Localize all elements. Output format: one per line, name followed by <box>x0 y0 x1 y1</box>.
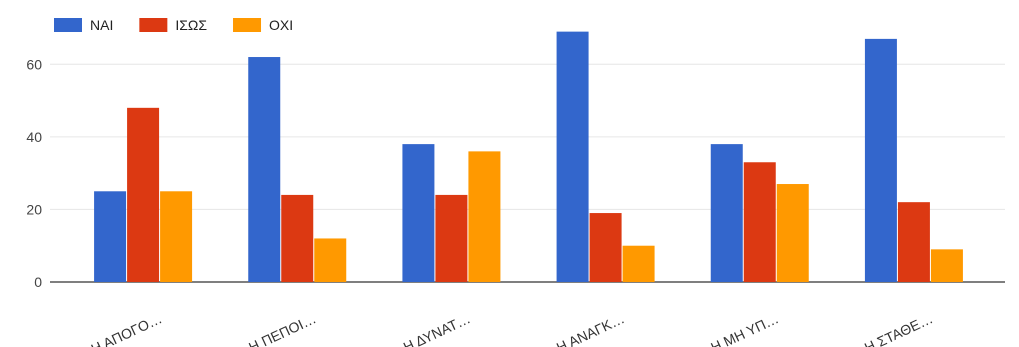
bar-ισως-5 <box>743 162 776 282</box>
legend-swatch-ναι <box>54 18 82 32</box>
bar-ναι-3 <box>402 144 435 282</box>
y-tick-label: 20 <box>26 201 42 217</box>
bar-οχι-6 <box>930 249 963 282</box>
bar-ναι-5 <box>710 144 743 282</box>
legend: ΝΑΙ ΙΣΩΣ ΟΧΙ <box>54 17 293 33</box>
bar-ισως-2 <box>281 194 314 282</box>
x-axis-labels: Η ΑΠΟΓΟ… Η ΠΕΠΟΙ… Η ΔΥΝΑΤ… Η ΑΝΑΓΚ… Η ΜΗ ΥΠ…… <box>89 310 936 347</box>
bar-ισως-1 <box>127 107 160 282</box>
x-category-label: Η ΠΕΠΟΙ… <box>246 310 318 347</box>
bar-ισως-3 <box>435 194 468 282</box>
x-category-label: Η ΔΥΝΑΤ… <box>401 310 473 347</box>
legend-swatch-ισως <box>139 18 168 32</box>
bar-ναι-6 <box>864 38 897 283</box>
bar-ισως-4 <box>589 213 622 282</box>
bar-ναι-4 <box>556 31 589 282</box>
legend-swatch-οχι <box>233 18 262 32</box>
x-category-label: Η ΑΝΑΓΚ… <box>554 310 627 347</box>
y-tick-label: 60 <box>26 56 42 72</box>
y-axis: 0 20 40 60 <box>26 56 42 290</box>
y-tick-label: 40 <box>26 129 42 145</box>
x-category-label: Η ΜΗ ΥΠ… <box>708 310 781 347</box>
bar-ναι-1 <box>94 191 127 282</box>
legend-label: ΙΣΩΣ <box>175 17 207 33</box>
bar-οχι-4 <box>622 245 655 282</box>
gridlines <box>50 63 1005 283</box>
bar-οχι-1 <box>160 191 193 282</box>
bar-ισως-6 <box>897 202 930 282</box>
bars <box>94 31 963 283</box>
legend-label: ΟΧΙ <box>269 17 293 33</box>
bar-ναι-2 <box>248 57 281 283</box>
x-category-label: Η ΣΤΑΘΕ… <box>862 310 935 347</box>
bar-οχι-5 <box>776 184 809 282</box>
y-tick-label: 0 <box>34 274 42 290</box>
legend-label: ΝΑΙ <box>90 17 113 33</box>
bar-οχι-3 <box>468 151 501 282</box>
bar-οχι-2 <box>314 238 347 282</box>
x-category-label: Η ΑΠΟΓΟ… <box>89 310 165 347</box>
